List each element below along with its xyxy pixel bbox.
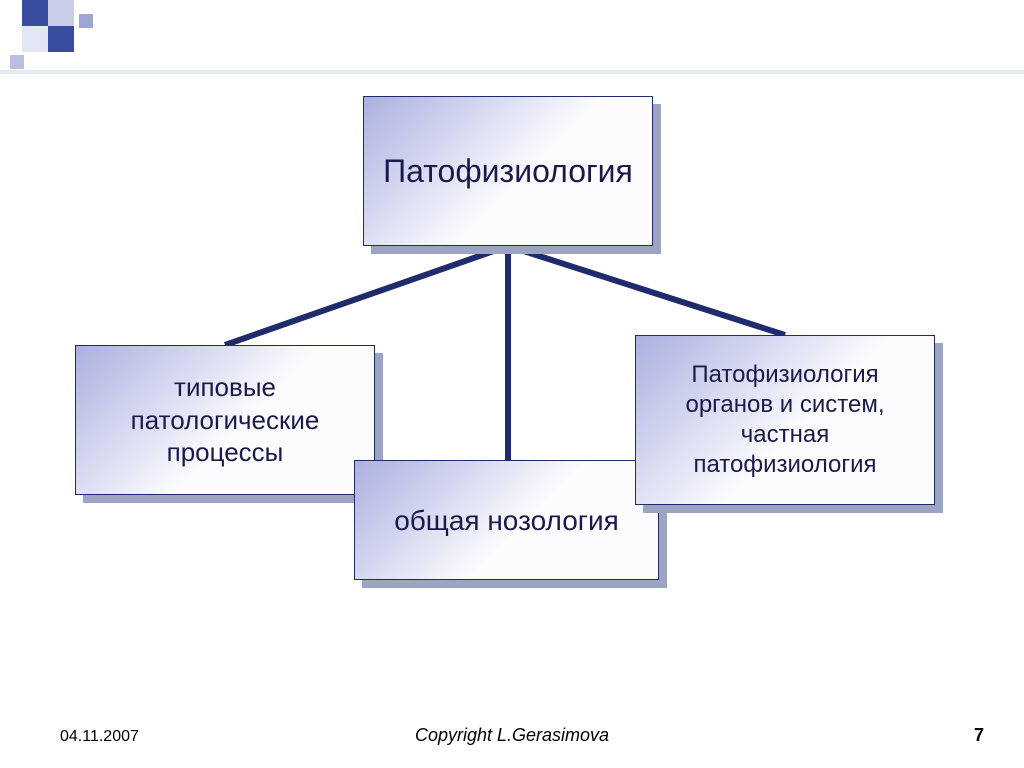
node-box: типовые патологические процессы [75,345,375,495]
child-node-1: общая нозология [354,460,659,580]
diagram-canvas: Патофизиология типовые патологические про… [0,0,1024,768]
node-label: общая нозология [394,503,619,538]
connector-line [508,246,785,335]
footer-date: 04.11.2007 [60,728,139,746]
node-box: Патофизиология [363,96,653,246]
root-node: Патофизиология [363,96,653,246]
deco-bar [0,70,1024,74]
node-label: Патофизиология [383,151,633,191]
child-node-2: Патофизиология органов и систем, частная… [635,335,935,505]
child-node-0: типовые патологические процессы [75,345,375,495]
connector-line [225,246,508,345]
node-box: общая нозология [354,460,659,580]
footer-copyright: Copyright L.Gerasimova [415,725,609,746]
node-label: Патофизиология органов и систем, частная… [650,360,920,480]
node-label: типовые патологические процессы [90,371,360,469]
node-box: Патофизиология органов и систем, частная… [635,335,935,505]
footer-page-number: 7 [974,725,984,746]
